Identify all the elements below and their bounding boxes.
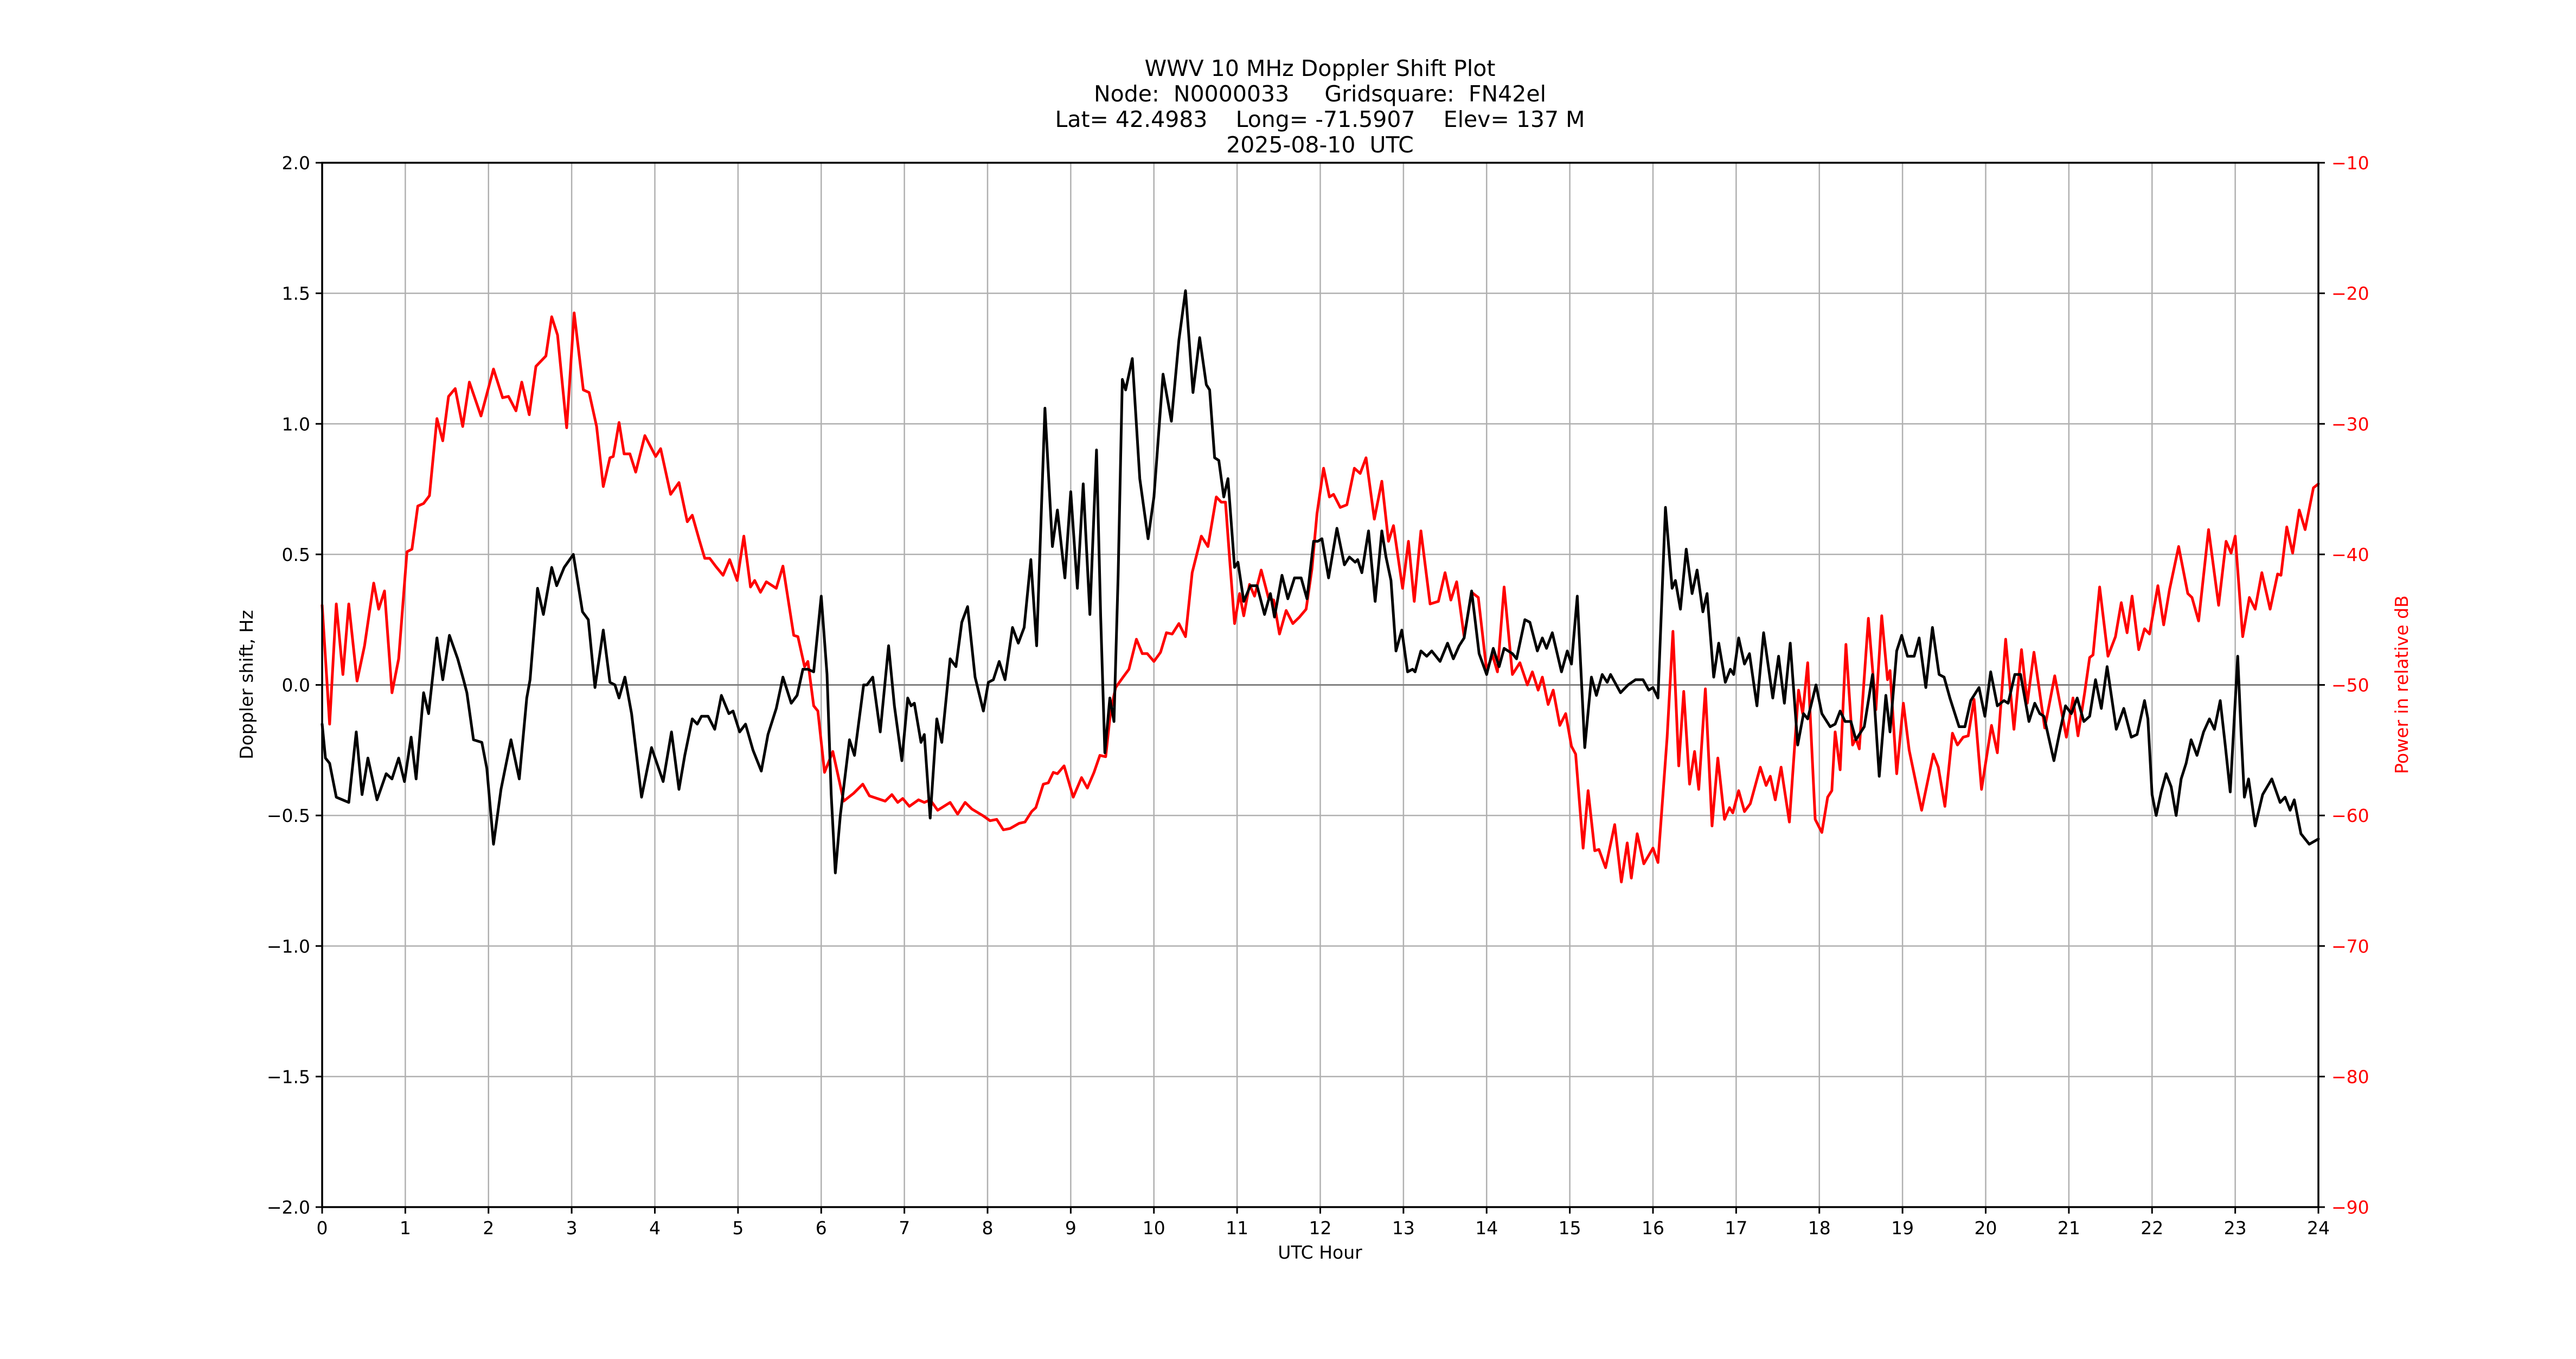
title-line-location: Lat= 42.4983 Long= -71.5907 Elev= 137 M bbox=[1055, 106, 1585, 132]
x-tick-label: 22 bbox=[2141, 1217, 2163, 1239]
left-y-axis-label: Doppler shift, Hz bbox=[236, 610, 257, 759]
right-y-tick-label: −20 bbox=[2331, 283, 2369, 304]
left-y-tick-label: −0.5 bbox=[267, 805, 310, 826]
x-tick-label: 8 bbox=[982, 1217, 994, 1239]
x-tick-label: 3 bbox=[566, 1217, 578, 1239]
right-y-tick-label: −70 bbox=[2331, 936, 2369, 957]
power-series-line bbox=[321, 311, 2320, 884]
x-tick-label: 14 bbox=[1475, 1217, 1498, 1239]
left-y-tick-label: 2.0 bbox=[282, 152, 310, 174]
x-tick-label: 4 bbox=[649, 1217, 661, 1239]
x-tick-label: 15 bbox=[1559, 1217, 1581, 1239]
chart-title: WWV 10 MHz Doppler Shift Plot Node: N000… bbox=[1055, 55, 1585, 158]
x-tick-label: 20 bbox=[1975, 1217, 1997, 1239]
title-line-date: 2025-08-10 UTC bbox=[1226, 132, 1414, 158]
right-y-tick-label: −60 bbox=[2331, 805, 2369, 826]
right-y-tick-label: −90 bbox=[2331, 1197, 2369, 1218]
title-line-1: WWV 10 MHz Doppler Shift Plot bbox=[1145, 55, 1496, 81]
x-tick-label: 7 bbox=[899, 1217, 910, 1239]
left-y-axis-ticks: 2.0 1.5 1.0 0.5 0.0 −0.5 −1.0 −1.5 −2.0 bbox=[267, 152, 322, 1218]
x-tick-label: 9 bbox=[1065, 1217, 1076, 1239]
x-tick-label: 5 bbox=[732, 1217, 744, 1239]
x-tick-label: 12 bbox=[1309, 1217, 1332, 1239]
x-tick-label: 16 bbox=[1642, 1217, 1664, 1239]
left-y-tick-label: 1.5 bbox=[282, 283, 310, 304]
x-tick-label: 17 bbox=[1725, 1217, 1747, 1239]
x-axis-ticks: 0 1 2 3 4 5 6 7 8 9 10 11 12 13 14 15 16 17 18 19 20 21 22 23 24 bbox=[317, 1207, 2330, 1239]
right-y-tick-label: −50 bbox=[2331, 675, 2369, 696]
right-y-tick-label: −80 bbox=[2331, 1066, 2369, 1087]
right-y-tick-label: −40 bbox=[2331, 544, 2369, 565]
x-tick-label: 19 bbox=[1891, 1217, 1914, 1239]
left-y-tick-label: 0.0 bbox=[282, 675, 310, 696]
left-y-tick-label: −1.5 bbox=[267, 1066, 310, 1087]
x-tick-label: 18 bbox=[1808, 1217, 1831, 1239]
right-y-axis-ticks: −10 −20 −30 −40 −50 −60 −70 −80 −90 bbox=[2318, 152, 2369, 1218]
left-y-tick-label: 0.5 bbox=[282, 544, 310, 565]
x-tick-label: 1 bbox=[400, 1217, 411, 1239]
x-tick-label: 6 bbox=[816, 1217, 827, 1239]
x-tick-label: 13 bbox=[1392, 1217, 1415, 1239]
x-tick-label: 21 bbox=[2058, 1217, 2080, 1239]
right-y-tick-label: −10 bbox=[2331, 152, 2369, 174]
right-y-axis-label: Power in relative dB bbox=[2391, 595, 2412, 774]
plot-area bbox=[321, 289, 2320, 884]
left-y-tick-label: −2.0 bbox=[267, 1197, 310, 1218]
right-y-tick-label: −30 bbox=[2331, 413, 2369, 435]
x-tick-label: 0 bbox=[317, 1217, 328, 1239]
left-y-tick-label: −1.0 bbox=[267, 936, 310, 957]
x-tick-label: 10 bbox=[1143, 1217, 1165, 1239]
x-tick-label: 24 bbox=[2307, 1217, 2330, 1239]
left-y-tick-label: 1.0 bbox=[282, 413, 310, 435]
x-tick-label: 2 bbox=[483, 1217, 494, 1239]
x-tick-label: 23 bbox=[2224, 1217, 2247, 1239]
title-line-node: Node: N0000033 Gridsquare: FN42el bbox=[1094, 81, 1546, 107]
doppler-series-line bbox=[321, 289, 2320, 875]
x-tick-label: 11 bbox=[1226, 1217, 1248, 1239]
x-axis-label: UTC Hour bbox=[1278, 1242, 1362, 1263]
